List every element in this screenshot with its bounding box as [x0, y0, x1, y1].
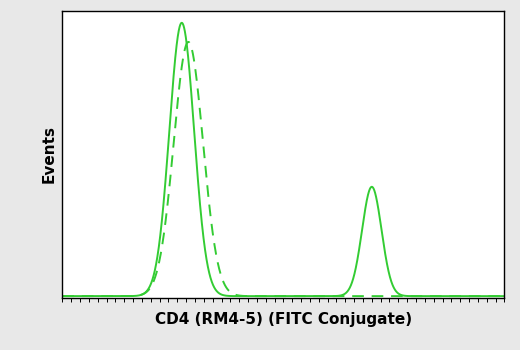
Y-axis label: Events: Events [42, 125, 57, 183]
X-axis label: CD4 (RM4-5) (FITC Conjugate): CD4 (RM4-5) (FITC Conjugate) [155, 312, 412, 327]
